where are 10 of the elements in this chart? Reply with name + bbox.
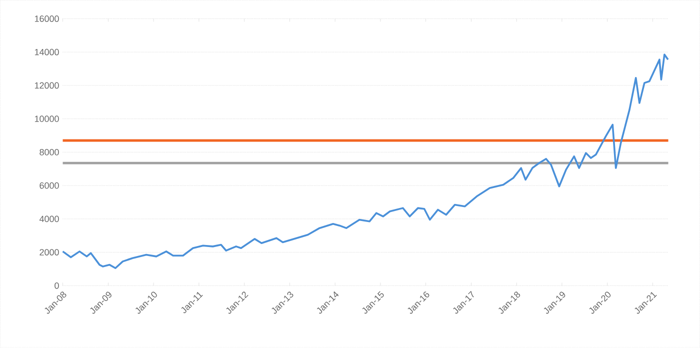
y-tick-label: 12000 — [34, 82, 59, 89]
y-tick-label: 0 — [54, 282, 59, 289]
y-tick-label: 8000 — [40, 149, 59, 156]
y-tick-label: 4000 — [39, 216, 59, 222]
y-tick-label: 2000 — [40, 249, 59, 256]
y-tick-label: 6000 — [40, 182, 59, 189]
y-tick-label: 14000 — [34, 49, 59, 56]
line-series — [62, 54, 669, 270]
y-tick-label: 16000 — [34, 16, 59, 22]
y-tick-label: 10000 — [34, 116, 59, 122]
